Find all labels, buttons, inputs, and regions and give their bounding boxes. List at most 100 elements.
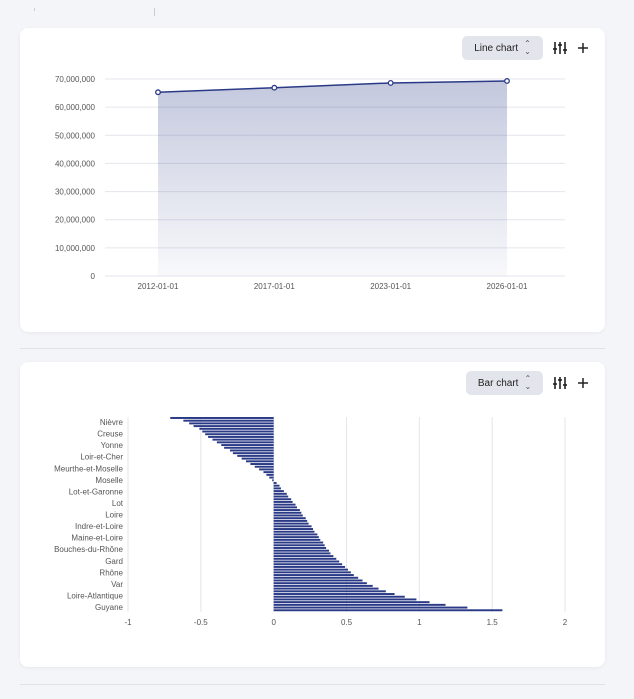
bar (193, 425, 274, 428)
bar (273, 530, 315, 533)
section-divider (20, 348, 605, 349)
bar (273, 514, 303, 517)
bar (273, 544, 325, 547)
y-tick-label: Indre-et-Loire (75, 522, 124, 531)
bar (205, 433, 274, 436)
bar (269, 476, 274, 479)
bar (273, 492, 287, 495)
bar (273, 579, 363, 582)
y-tick-label: Loire (105, 511, 123, 520)
y-tick-label: Nièvre (100, 418, 124, 427)
x-tick-label: 1.5 (487, 618, 499, 627)
sliders-icon[interactable] (551, 374, 569, 392)
y-tick-label: 40,000,000 (55, 159, 96, 168)
data-point (271, 84, 278, 91)
bar (273, 560, 340, 563)
y-tick-label: 20,000,000 (55, 216, 96, 225)
y-tick-label: Moselle (95, 476, 123, 485)
bar (273, 519, 308, 522)
bar (199, 427, 274, 430)
bar (273, 522, 309, 525)
bar-chart-card: Bar chart ⌃ ⌄ -1 -0.5 0 0.5 1 1.5 2 Nièvre Creuse… (20, 362, 605, 667)
data-point (155, 89, 161, 96)
bar (273, 568, 348, 571)
x-tick-label: 1 (417, 618, 422, 627)
bar (224, 446, 274, 449)
bar (273, 503, 296, 506)
bar (273, 528, 313, 530)
bar (273, 509, 300, 512)
bar (273, 563, 343, 566)
y-tick-label: Loir-et-Cher (80, 453, 123, 462)
bar (266, 473, 274, 476)
y-tick-label: Meurthe-et-Moselle (54, 464, 123, 473)
bar (208, 435, 274, 438)
bar (237, 454, 274, 457)
bar (250, 463, 274, 465)
bar (273, 541, 324, 544)
x-tick-label: 2012-01-01 (138, 282, 179, 291)
x-tick-label: 0.5 (341, 618, 353, 627)
bar (273, 482, 277, 484)
y-tick-label: 0 (91, 272, 96, 281)
bar (273, 565, 346, 568)
bar (273, 587, 379, 590)
bar (273, 555, 334, 558)
data-point (504, 78, 510, 84)
chart-type-label: Line chart (474, 42, 519, 54)
y-tick-label: Lot-et-Garonne (69, 487, 124, 496)
bar (202, 430, 274, 433)
chart-type-select[interactable]: Line chart ⌃ ⌄ (462, 36, 543, 60)
bar (273, 506, 297, 509)
bar (229, 449, 274, 452)
y-tick-label: Guyane (95, 603, 124, 612)
bar (273, 484, 280, 487)
bar (273, 511, 302, 514)
plus-icon[interactable] (574, 374, 592, 392)
chevron-updown-icon: ⌃ ⌄ (524, 39, 531, 56)
bar (245, 460, 274, 463)
sliders-icon[interactable] (551, 39, 569, 57)
section-divider (20, 684, 605, 685)
bar (273, 557, 337, 560)
bar (272, 479, 274, 482)
y-tick-label: Lot (112, 499, 124, 508)
chart-type-select[interactable]: Bar chart ⌃ ⌄ (466, 371, 543, 395)
top-divider-tick (34, 8, 35, 11)
y-tick-label: 10,000,000 (55, 244, 96, 253)
chevron-updown-icon: ⌃ ⌄ (524, 374, 532, 391)
bar (273, 593, 395, 595)
bar (189, 422, 274, 425)
bar (273, 609, 503, 612)
bar (273, 595, 405, 598)
line-chart-card: Line chart ⌃ ⌄ 0 10,000,000 20,000,000 30,00… (20, 28, 605, 332)
bar (273, 549, 330, 552)
bar (273, 490, 284, 493)
plus-icon[interactable] (574, 39, 592, 57)
bar (273, 576, 359, 579)
bar (170, 417, 274, 419)
y-tick-label: Bouches-du-Rhône (54, 545, 123, 554)
bar (273, 571, 351, 574)
bar (263, 471, 274, 474)
bar (273, 598, 417, 601)
x-tick-label: 0 (271, 618, 276, 627)
y-tick-label: 50,000,000 (55, 131, 96, 140)
bar (273, 536, 319, 539)
y-tick-label: Rhône (99, 568, 123, 577)
y-tick-label: 30,000,000 (55, 188, 96, 197)
line-chart: 0 10,000,000 20,000,000 30,000,000 40,000,00… (55, 75, 565, 291)
y-tick-label: Maine-et-Loire (71, 534, 123, 543)
x-tick-label: -1 (124, 618, 132, 627)
bar (273, 525, 312, 528)
bar (183, 419, 274, 422)
y-tick-label: Loire-Atlantique (67, 591, 124, 600)
area-fill (158, 80, 507, 276)
chart-type-label: Bar chart (477, 377, 519, 389)
data-point (387, 79, 394, 86)
bar (273, 533, 318, 536)
bar (273, 547, 327, 549)
bar (273, 517, 306, 520)
series-line (157, 80, 508, 93)
bar (273, 574, 354, 577)
